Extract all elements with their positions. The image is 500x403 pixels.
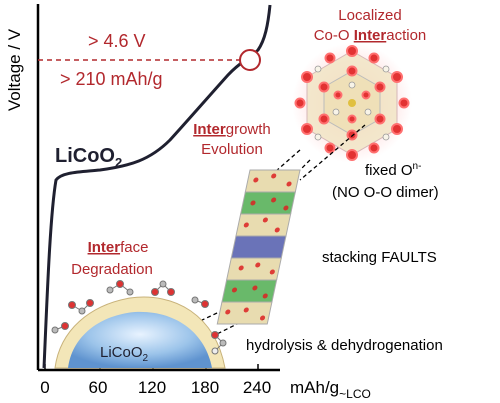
intergrowth-title-line2: Evolution xyxy=(201,141,263,158)
fixed-o-label: fixed On- xyxy=(365,161,421,179)
surface-molecules xyxy=(51,280,227,355)
x-tick-240: 240 xyxy=(243,378,271,397)
capacity-annotation: > 210 mAh/g xyxy=(60,69,163,89)
x-tick-180: 180 xyxy=(191,378,219,397)
particle-label: LiCoO2 xyxy=(100,344,149,364)
x-axis-label: mAh/g~LCO xyxy=(290,378,371,401)
layered-structure xyxy=(216,169,301,325)
x-tick-60: 60 xyxy=(89,378,108,397)
x-tick-120: 120 xyxy=(138,378,166,397)
axes: 0 60 120 180 240 mAh/g~LCO Voltage / V xyxy=(5,4,371,401)
y-axis-label: Voltage / V xyxy=(5,28,24,111)
localized-title-line1: Localized xyxy=(338,7,401,24)
hexagonal-structure xyxy=(292,43,412,163)
voltage-annotation: > 4.6 V xyxy=(88,31,146,51)
licoo2-particle: LiCoO2 xyxy=(54,296,226,369)
cutoff-marker xyxy=(239,49,261,71)
intergrowth-title-line1: Intergrowth xyxy=(193,121,271,138)
hydrolysis-label: hydrolysis & dehydrogenation xyxy=(246,337,443,354)
curve-label: LiCoO2 xyxy=(55,145,122,170)
stacking-faults-label: stacking FAULTS xyxy=(322,249,437,266)
interface-title-line2: Degradation xyxy=(71,261,153,278)
interface-title-line1: Interface xyxy=(88,239,149,256)
no-dimer-label: (NO O-O dimer) xyxy=(332,184,439,201)
x-tick-0: 0 xyxy=(40,378,49,397)
localized-title-line2: Co-O Interaction xyxy=(314,27,427,44)
